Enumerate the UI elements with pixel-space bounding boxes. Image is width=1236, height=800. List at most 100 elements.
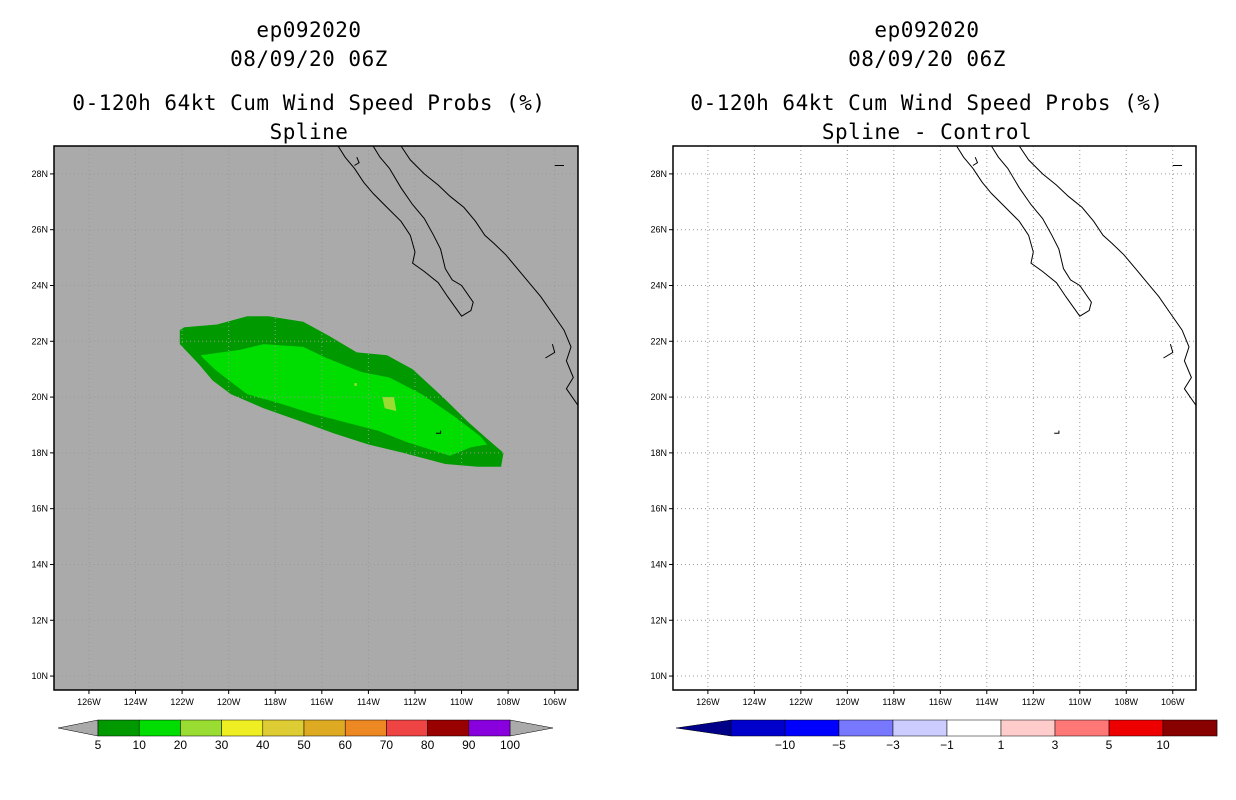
left-colorbar: 5 10 20 30 40 50 60 70 80 90 100 <box>57 719 554 752</box>
right-y-tick-label: 14N <box>650 559 667 569</box>
right-map-background <box>673 146 1196 690</box>
right-colorbar-label: 10 <box>1156 738 1170 752</box>
left-x-tick-label: 120W <box>217 697 241 707</box>
left-coastline <box>435 430 442 434</box>
left-x-tick-label: 110W <box>450 697 473 707</box>
right-y-tick-label: 20N <box>650 392 667 402</box>
left-datetime: 08/09/20 06Z <box>230 47 388 71</box>
left-colorbar-label: 60 <box>339 738 353 752</box>
right-colorbar-swatch <box>1108 719 1164 737</box>
left-x-tick-label: 122W <box>170 697 194 707</box>
left-x-tick-label: 112W <box>404 697 427 707</box>
right-colorbar-label: 3 <box>1052 738 1059 752</box>
left-chart-title: 0-120h 64kt Cum Wind Speed Probs (%) <box>72 91 546 115</box>
right-datetime: 08/09/20 06Z <box>848 47 1006 71</box>
right-chart-subtitle: Spline - Control <box>821 120 1033 144</box>
right-x-tick-label: 122W <box>789 697 813 707</box>
left-y-tick-label: 10N <box>31 671 48 681</box>
right-map-frame <box>672 145 1197 691</box>
left-y-tick-label: 22N <box>31 336 48 346</box>
left-map-frame <box>53 145 579 691</box>
right-y-tick-label: 16N <box>650 504 667 514</box>
right-x-tick-label: 114W <box>975 697 998 707</box>
right-colorbar-label: −3 <box>886 738 900 752</box>
right-x-tick-label: 106W <box>1161 697 1185 707</box>
left-y-tick-label: 20N <box>31 392 48 402</box>
left-y-tick-label: 18N <box>31 448 48 458</box>
right-colorbar-swatch <box>784 719 840 737</box>
left-colorbar-swatch <box>138 719 181 737</box>
left-colorbar-label: 30 <box>215 738 229 752</box>
right-coastline <box>972 157 979 166</box>
left-colorbar-right-arrow <box>509 719 554 737</box>
left-y-tick-label: 14N <box>31 559 48 569</box>
left-x-tick-label: 108W <box>496 697 520 707</box>
left-x-tick-label: 114W <box>357 697 380 707</box>
right-chart-title: 0-120h 64kt Cum Wind Speed Probs (%) <box>690 91 1164 115</box>
left-colorbar-left-arrow <box>57 719 99 737</box>
right-colorbar-swatch <box>946 719 1002 737</box>
left-colorbar-label: 20 <box>174 738 188 752</box>
left-y-tick-label: 16N <box>31 504 48 514</box>
left-colorbar-label: 40 <box>256 738 270 752</box>
right-colorbar-swatch <box>892 719 948 737</box>
right-colorbar-label: 1 <box>998 738 1005 752</box>
left-x-tick-label: 124W <box>124 697 148 707</box>
left-colorbar-swatch <box>303 719 346 737</box>
right-storm-id: ep092020 <box>874 18 980 42</box>
left-y-tick-label: 12N <box>31 615 48 625</box>
right-y-tick-label: 28N <box>650 169 667 179</box>
right-colorbar-swatch <box>838 719 894 737</box>
left-y-tick-label: 26N <box>31 225 48 235</box>
right-colorbar-label: −5 <box>832 738 846 752</box>
left-colorbar-label: 10 <box>133 738 147 752</box>
right-coastline <box>1054 430 1060 434</box>
left-contour-10-20 <box>200 344 488 456</box>
right-x-tick-label: 120W <box>836 697 860 707</box>
left-x-tick-label: 126W <box>77 697 101 707</box>
right-colorbar-swatch <box>1054 719 1110 737</box>
left-y-tick-label: 24N <box>31 280 48 290</box>
left-map-panel: 126W 124W 122W 120W 118W 116W 114W 112W 110W 108W… <box>31 145 579 707</box>
left-storm-id: ep092020 <box>256 18 362 42</box>
left-x-tick-label: 106W <box>543 697 567 707</box>
right-y-tick-label: 12N <box>650 615 667 625</box>
right-x-tick-label: 118W <box>882 697 905 707</box>
right-coastline <box>1163 343 1174 359</box>
left-contour-20-30 <box>354 383 357 386</box>
left-y-tick-label: 28N <box>31 169 48 179</box>
left-coastline <box>400 146 578 406</box>
right-y-tick-label: 26N <box>650 225 667 235</box>
left-chart-subtitle: Spline <box>269 120 349 144</box>
right-x-tick-label: 108W <box>1115 697 1139 707</box>
left-colorbar-label: 5 <box>95 738 102 752</box>
right-x-tick-label: 116W <box>929 697 952 707</box>
left-colorbar-label: 70 <box>380 738 394 752</box>
right-y-tick-label: 22N <box>650 336 667 346</box>
right-x-tick-label: 110W <box>1068 697 1091 707</box>
right-map-content <box>673 146 1196 690</box>
left-colorbar-label: 80 <box>421 738 435 752</box>
left-coastline <box>354 157 360 166</box>
left-colorbar-swatch <box>180 719 222 737</box>
left-map-content <box>54 146 578 690</box>
left-colorbar-label: 50 <box>297 738 311 752</box>
right-y-tick-label: 24N <box>650 280 667 290</box>
left-colorbar-swatch <box>262 719 305 737</box>
right-colorbar-swatch <box>1000 719 1056 737</box>
right-colorbar-label: −1 <box>940 738 954 752</box>
left-colorbar-swatch <box>386 719 428 737</box>
right-y-tick-label: 10N <box>650 671 667 681</box>
right-map-panel: 126W 124W 122W 120W 118W 116W 114W 112W 110W 108W… <box>650 145 1197 707</box>
right-y-tick-label: 18N <box>650 448 667 458</box>
left-colorbar-swatch <box>97 719 140 737</box>
right-colorbar-swatch <box>1162 719 1218 737</box>
left-contour-20-30 <box>382 397 397 411</box>
left-colorbar-swatch <box>221 719 264 737</box>
right-colorbar-label: −10 <box>775 738 796 752</box>
right-x-tick-label: 112W <box>1022 697 1045 707</box>
left-colorbar-swatch <box>468 719 511 737</box>
left-colorbar-swatch <box>344 719 387 737</box>
right-x-tick-label: 126W <box>696 697 720 707</box>
